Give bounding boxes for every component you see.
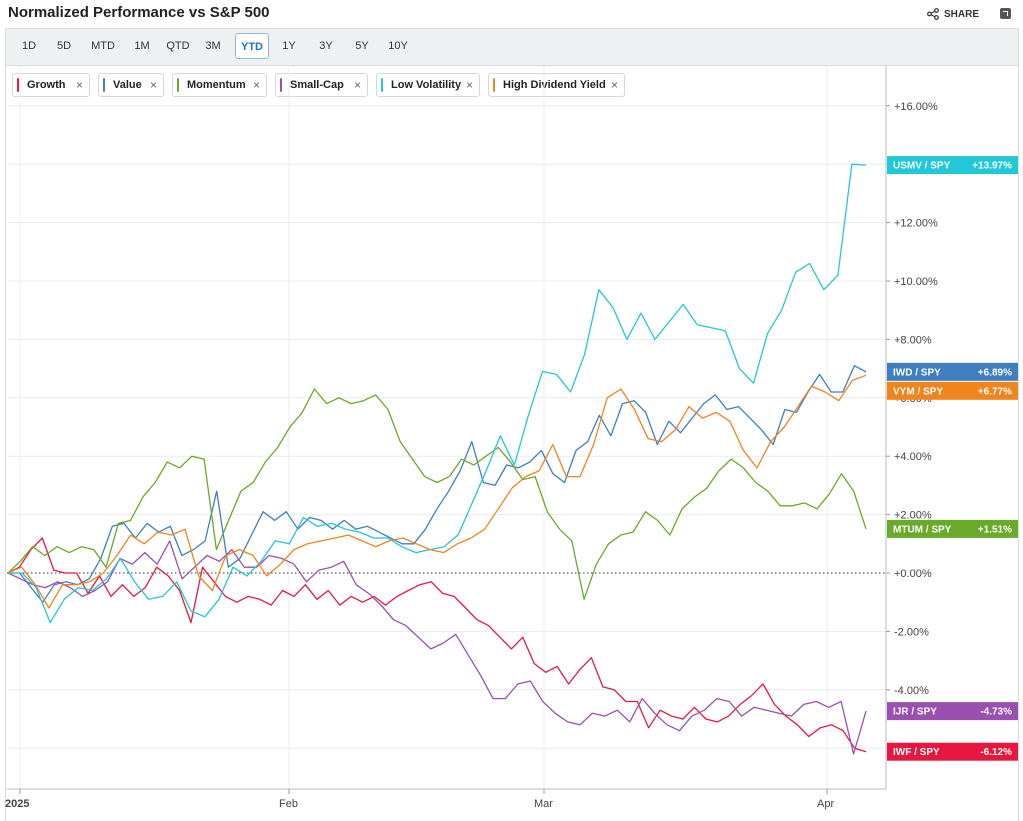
range-button-ytd[interactable]: YTD — [235, 33, 269, 59]
end-tag-ticker: MTUM / SPY — [893, 524, 952, 535]
series-line-low-volatility — [8, 163, 867, 624]
remove-series-icon[interactable]: × — [75, 78, 83, 92]
legend-label: Value — [113, 79, 142, 91]
y-tick-label: -4.00% — [894, 685, 929, 697]
y-tick-label: +2.00% — [894, 510, 932, 522]
legend-label: High Dividend Yield — [503, 79, 606, 91]
chart-header: Normalized Performance vs S&P 500 SHARE — [0, 0, 1023, 28]
remove-series-icon[interactable]: × — [465, 78, 473, 92]
legend-chip-value[interactable]: Value × — [98, 73, 164, 97]
y-tick-label: +10.00% — [894, 276, 938, 288]
share-label: SHARE — [943, 8, 979, 20]
remove-series-icon[interactable]: × — [610, 78, 618, 92]
share-icon — [927, 8, 939, 20]
series-line-growth — [7, 537, 867, 753]
x-tick-label: Mar — [534, 798, 553, 810]
remove-series-icon[interactable]: × — [353, 78, 361, 92]
legend-chip-momentum[interactable]: Momentum × — [172, 73, 267, 97]
end-tag-ticker: IJR / SPY — [893, 707, 937, 718]
legend-chip-high-dividend-yield[interactable]: High Dividend Yield × — [488, 73, 625, 97]
x-tick-label: Feb — [279, 798, 298, 810]
legend-color-swatch — [493, 78, 495, 92]
series-line-high-dividend-yield — [7, 374, 867, 609]
end-tag-growth — [887, 742, 1018, 761]
end-tag-value: +13.97% — [972, 161, 1012, 172]
legend-label: Small-Cap — [290, 79, 344, 91]
end-tag-value — [887, 362, 1018, 381]
legend-color-swatch — [17, 78, 19, 92]
expand-icon[interactable] — [1000, 8, 1011, 19]
end-tag-value: -4.73% — [980, 707, 1012, 718]
range-button-3m[interactable]: 3M — [205, 40, 221, 52]
end-tag-low-volatility — [887, 156, 1018, 175]
end-tag-ticker: USMV / SPY — [893, 161, 951, 172]
end-tag-value: +6.77% — [978, 386, 1012, 397]
legend-color-swatch — [381, 78, 383, 92]
y-tick-label: +12.00% — [894, 218, 938, 230]
time-range-bar: 1D 5D MTD 1M QTD 3M YTD 1Y 3Y 5Y 10Y — [6, 29, 1018, 66]
legend-color-swatch — [280, 78, 282, 92]
x-tick-label: Apr — [817, 798, 834, 810]
end-tag-ticker: IWF / SPY — [893, 747, 940, 758]
chart-panel: 1D 5D MTD 1M QTD 3M YTD 1Y 3Y 5Y 10Y — [5, 28, 1019, 821]
y-tick-label: +8.00% — [894, 334, 932, 346]
end-tag-value: +6.89% — [978, 367, 1012, 378]
legend-label: Low Volatility — [391, 79, 462, 91]
share-button[interactable]: SHARE — [927, 8, 979, 20]
range-button-1m[interactable]: 1M — [134, 40, 150, 52]
legend-color-swatch — [103, 78, 105, 92]
range-button-3y[interactable]: 3Y — [319, 40, 333, 52]
range-button-1y[interactable]: 1Y — [282, 40, 296, 52]
chart-title: Normalized Performance vs S&P 500 — [8, 4, 270, 21]
y-tick-label: +16.00% — [894, 101, 938, 113]
end-tag-momentum — [887, 519, 1018, 538]
remove-series-icon[interactable]: × — [149, 78, 157, 92]
range-button-mtd[interactable]: MTD — [91, 40, 115, 52]
y-tick-label: +0.00% — [894, 568, 932, 580]
series-line-small-cap — [7, 540, 867, 755]
legend-chip-low-volatility[interactable]: Low Volatility × — [376, 73, 480, 97]
y-tick-label: +4.00% — [894, 451, 932, 463]
y-tick-label: -2.00% — [894, 626, 929, 638]
range-button-1d[interactable]: 1D — [21, 40, 37, 52]
end-tag-value: -6.12% — [980, 747, 1012, 758]
legend-chip-growth[interactable]: Growth × — [12, 73, 90, 97]
legend-label: Momentum — [187, 79, 246, 91]
end-tag-value: +1.51% — [978, 524, 1012, 535]
range-button-qtd[interactable]: QTD — [166, 40, 190, 52]
series-line-value — [8, 365, 867, 603]
remove-series-icon[interactable]: × — [252, 78, 260, 92]
end-tag-high-dividend-yield — [887, 381, 1018, 400]
legend-color-swatch — [177, 78, 179, 92]
end-tag-small-cap — [887, 702, 1018, 721]
legend-chip-small-cap[interactable]: Small-Cap × — [275, 73, 368, 97]
end-tag-ticker: IWD / SPY — [893, 367, 941, 378]
x-tick-label: 2025 — [5, 798, 29, 810]
range-button-10y[interactable]: 10Y — [388, 40, 408, 52]
legend-label: Growth — [27, 79, 66, 91]
series-line-momentum — [7, 388, 867, 600]
range-button-5y[interactable]: 5Y — [355, 40, 369, 52]
range-button-5d[interactable]: 5D — [56, 40, 72, 52]
end-tag-ticker: VYM / SPY — [893, 386, 943, 397]
